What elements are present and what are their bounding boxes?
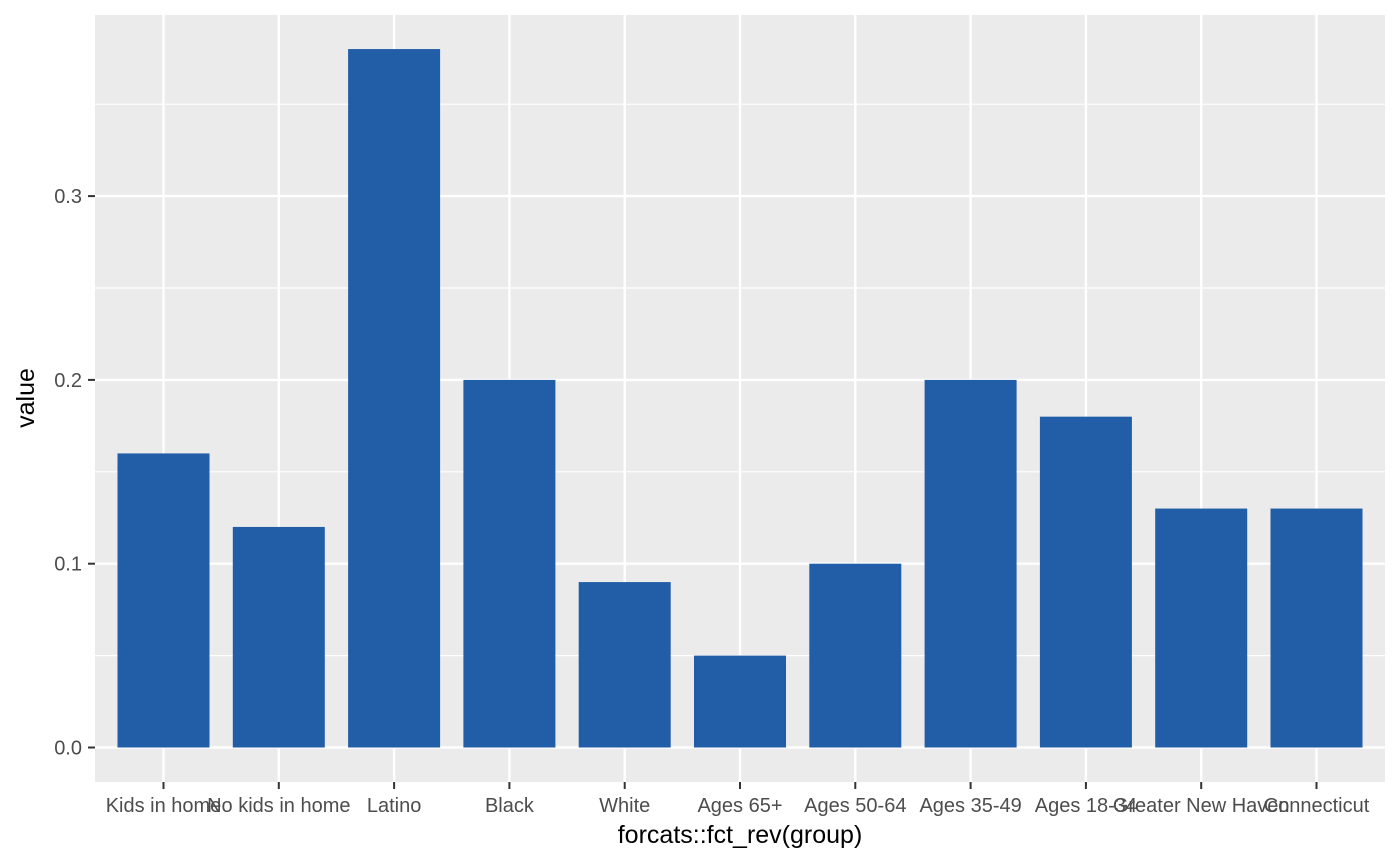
- bar: [117, 453, 210, 748]
- y-tick-label: 0.2: [54, 370, 82, 392]
- x-tick-label: Black: [485, 795, 535, 817]
- bar: [924, 379, 1017, 748]
- y-axis: 0.0 0.1 0.2 0.3: [54, 186, 95, 760]
- x-tick-label: Latino: [367, 795, 422, 817]
- bar: [1155, 508, 1248, 748]
- bar: [694, 655, 786, 748]
- x-tick-label: White: [599, 795, 650, 817]
- bar: [578, 582, 671, 748]
- y-axis-title: value: [12, 368, 40, 428]
- y-tick-label: 0.3: [54, 186, 82, 208]
- bar: [1039, 416, 1132, 748]
- x-axis-title: forcats::fct_rev(group): [618, 821, 863, 849]
- x-tick-label: Connecticut: [1264, 795, 1370, 817]
- x-tick-label: Ages 18-34: [1035, 795, 1137, 817]
- y-tick-label: 0.0: [54, 738, 82, 760]
- bar: [232, 526, 325, 748]
- bar: [1270, 508, 1363, 748]
- x-tick-label: No kids in home: [207, 795, 350, 817]
- x-tick-label: Greater New Haven: [1113, 795, 1290, 817]
- x-tick-label: Ages 35-49: [919, 795, 1021, 817]
- bar: [463, 379, 556, 748]
- x-tick-label: Ages 65+: [697, 795, 782, 817]
- x-tick-label: Kids in home: [106, 795, 222, 817]
- y-tick-label: 0.1: [54, 554, 82, 576]
- bars: [117, 49, 1363, 748]
- bar: [348, 49, 441, 748]
- x-tick-label: Ages 50-64: [804, 795, 906, 817]
- bar: [809, 563, 902, 748]
